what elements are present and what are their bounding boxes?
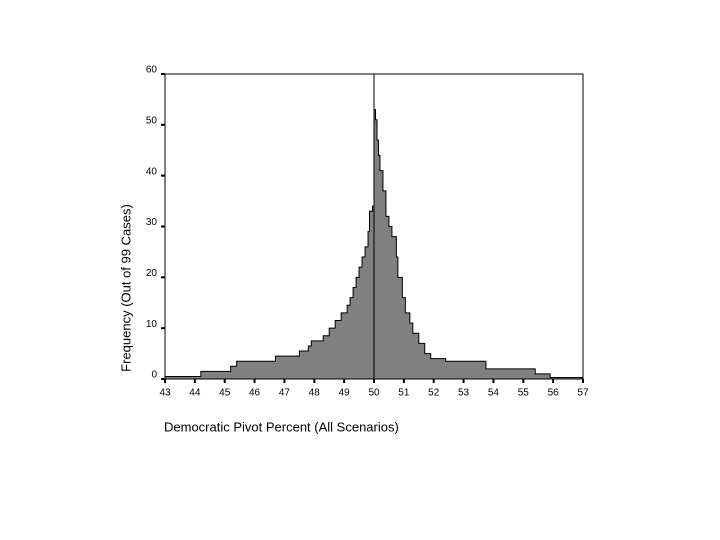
bar	[369, 211, 373, 379]
x-tick-label: 54	[488, 388, 500, 399]
x-tick-label: 48	[309, 388, 321, 399]
bar	[341, 312, 348, 379]
bar	[378, 155, 380, 379]
bar	[308, 345, 312, 379]
bar	[350, 297, 354, 379]
bar	[376, 140, 379, 379]
bar	[424, 353, 431, 379]
bar	[236, 361, 276, 379]
x-tick-label: 47	[279, 388, 291, 399]
bar	[372, 206, 374, 379]
bar	[329, 328, 336, 379]
y-tick-label: 30	[146, 217, 158, 228]
x-tick-label: 44	[189, 388, 201, 399]
bar	[374, 109, 376, 379]
bar	[382, 190, 386, 379]
y-tick-label: 0	[151, 370, 157, 381]
bar	[535, 373, 551, 379]
y-axis-title: Frequency (Out of 99 Cases)	[118, 204, 133, 372]
bar	[311, 340, 324, 379]
x-tick-label: 46	[249, 388, 261, 399]
bar	[396, 257, 398, 379]
y-tick-label: 40	[146, 166, 158, 177]
bar	[200, 371, 231, 379]
bar	[368, 231, 370, 379]
y-tick-label: 50	[146, 115, 158, 126]
bar	[412, 333, 419, 379]
bar	[485, 368, 536, 379]
y-tick-label: 60	[146, 65, 158, 76]
bar	[391, 236, 397, 379]
x-tick-label: 52	[428, 388, 440, 399]
bar	[335, 320, 342, 379]
bar	[409, 323, 413, 379]
bar	[323, 335, 330, 379]
x-tick-label: 51	[398, 388, 410, 399]
x-tick-label: 49	[339, 388, 351, 399]
bar	[299, 351, 309, 379]
x-tick-label: 53	[458, 388, 470, 399]
bar	[353, 287, 357, 379]
y-tick-label: 20	[146, 268, 158, 279]
bar	[165, 376, 201, 379]
bar	[385, 216, 389, 379]
bar	[362, 257, 366, 379]
bar	[359, 267, 363, 379]
bar	[347, 305, 351, 379]
x-tick-label: 57	[577, 388, 589, 399]
bar	[430, 358, 446, 379]
bar	[445, 361, 486, 379]
bar	[405, 312, 410, 379]
bar	[379, 170, 383, 379]
bar	[550, 377, 583, 379]
bar	[230, 366, 237, 379]
bar	[356, 277, 360, 379]
bar	[365, 246, 369, 379]
bar	[388, 226, 392, 379]
x-axis-title: Democratic Pivot Percent (All Scenarios)	[164, 419, 399, 434]
x-tick-label: 56	[548, 388, 560, 399]
x-tick-label: 55	[518, 388, 530, 399]
x-tick-label: 45	[219, 388, 231, 399]
bar	[402, 297, 406, 379]
x-tick-label: 43	[159, 388, 171, 399]
bar	[275, 356, 300, 379]
bar	[418, 343, 425, 379]
y-tick-label: 10	[146, 319, 158, 330]
bar	[397, 277, 403, 379]
bar	[375, 119, 377, 379]
x-tick-label: 50	[368, 388, 380, 399]
